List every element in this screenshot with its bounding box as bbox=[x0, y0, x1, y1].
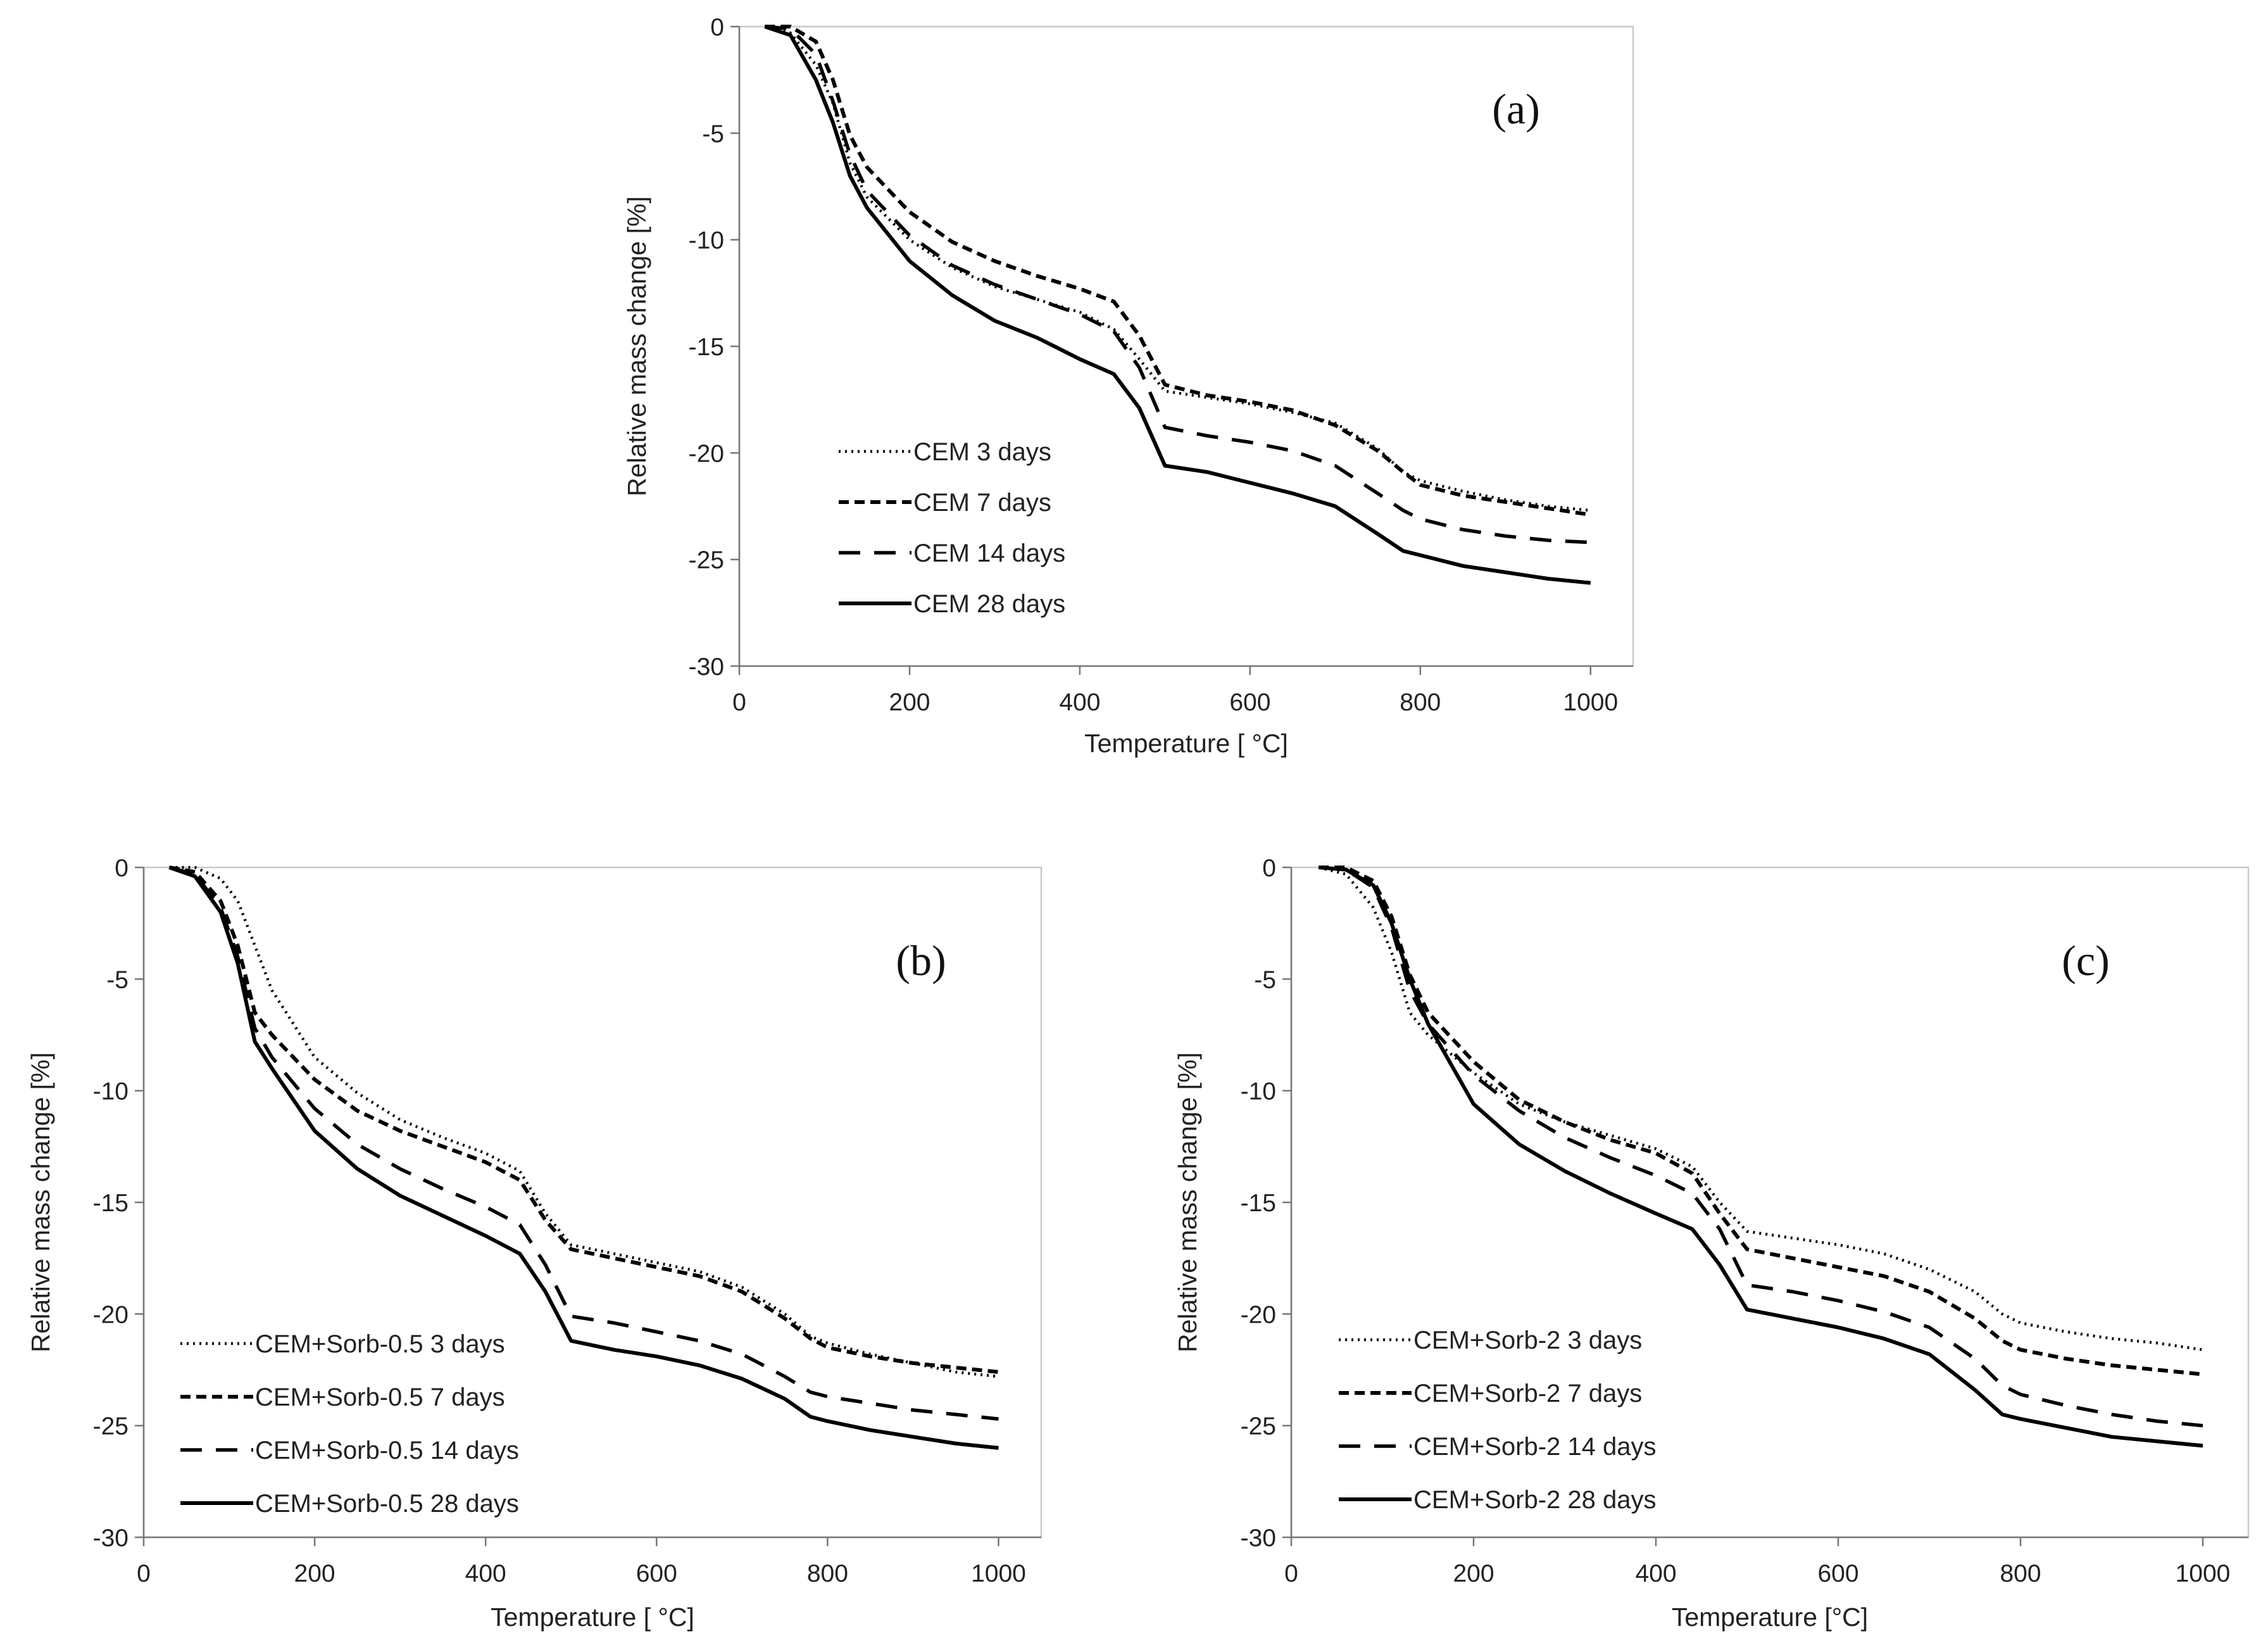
y-axis-label: Relative mass change [%] bbox=[1173, 1052, 1202, 1352]
legend-entry: CEM 7 days bbox=[913, 489, 1051, 517]
panel-label: (b) bbox=[896, 936, 946, 985]
y-tick-label: -20 bbox=[689, 440, 724, 467]
series-line-dotted bbox=[169, 866, 999, 1378]
x-tick-label: 600 bbox=[1229, 689, 1270, 716]
x-axis-label: Temperature [ °C] bbox=[491, 1603, 694, 1632]
y-tick-label: 0 bbox=[115, 855, 128, 882]
x-tick-label: 0 bbox=[1284, 1560, 1298, 1587]
x-tick-label: 800 bbox=[1400, 689, 1441, 716]
legend-entry: CEM 14 days bbox=[913, 539, 1065, 567]
y-tick-label: -25 bbox=[93, 1413, 128, 1440]
legend-entry: CEM+Sorb-2 3 days bbox=[1413, 1326, 1642, 1354]
legend-entry: CEM+Sorb-0.5 28 days bbox=[255, 1490, 519, 1518]
x-tick-label: 200 bbox=[294, 1560, 335, 1587]
x-tick-label: 1000 bbox=[971, 1560, 1026, 1587]
x-tick-label: 1000 bbox=[1563, 689, 1618, 716]
y-tick-label: -30 bbox=[1241, 1525, 1276, 1552]
x-tick-label: 200 bbox=[889, 689, 930, 716]
legend-entry: CEM+Sorb-2 7 days bbox=[1413, 1380, 1642, 1408]
series-line-short-dash bbox=[168, 866, 999, 1374]
x-tick-label: 800 bbox=[2000, 1560, 2041, 1587]
series-line-short-dash bbox=[765, 25, 1591, 517]
x-axis-label: Temperature [°C] bbox=[1672, 1603, 1868, 1632]
x-tick-label: 0 bbox=[137, 1560, 151, 1587]
x-tick-label: 200 bbox=[1453, 1560, 1494, 1587]
x-tick-label: 400 bbox=[1059, 689, 1100, 716]
y-tick-label: -15 bbox=[1241, 1190, 1276, 1217]
x-tick-label: 600 bbox=[1817, 1560, 1858, 1587]
legend-entry: CEM 3 days bbox=[913, 438, 1051, 466]
y-tick-label: -30 bbox=[689, 653, 724, 681]
legend-entry: CEM+Sorb-2 14 days bbox=[1413, 1433, 1657, 1461]
legend-entry: CEM+Sorb-0.5 14 days bbox=[255, 1437, 519, 1464]
y-tick-label: -10 bbox=[689, 227, 724, 255]
legend-entry: CEM+Sorb-2 28 days bbox=[1413, 1486, 1657, 1514]
y-tick-label: -25 bbox=[689, 547, 724, 574]
x-tick-label: 400 bbox=[465, 1560, 506, 1587]
series-line-dotted bbox=[764, 25, 1591, 512]
legend-entry: CEM+Sorb-0.5 7 days bbox=[255, 1383, 505, 1411]
y-tick-label: -5 bbox=[106, 966, 128, 993]
y-tick-label: -25 bbox=[1241, 1413, 1276, 1440]
y-tick-label: -5 bbox=[1254, 966, 1276, 993]
series-line-long-dash bbox=[765, 25, 1591, 545]
y-tick-label: -5 bbox=[702, 120, 724, 148]
chart-panel-a: 0 -5 -10 -15 -20 -25 -30 0 200 400 600 800 1000 Tempe… bbox=[622, 14, 1634, 758]
x-tick-label: 1000 bbox=[2176, 1560, 2231, 1587]
series-line-long-dash bbox=[168, 866, 999, 1421]
x-tick-label: 400 bbox=[1635, 1560, 1676, 1587]
x-tick-label: 0 bbox=[732, 689, 746, 716]
y-tick-label: 0 bbox=[710, 14, 724, 41]
series-line-solid bbox=[764, 25, 1591, 585]
legend-entry: CEM 28 days bbox=[913, 590, 1065, 618]
x-tick-label: 800 bbox=[807, 1560, 848, 1587]
x-tick-label: 600 bbox=[636, 1560, 677, 1587]
y-tick-label: 0 bbox=[1262, 855, 1276, 882]
series-line-solid bbox=[168, 866, 999, 1450]
panel-label: (a) bbox=[1492, 85, 1539, 133]
y-axis-label: Relative mass change [%] bbox=[622, 196, 651, 496]
y-tick-label: -30 bbox=[93, 1525, 128, 1552]
y-tick-label: -10 bbox=[1241, 1078, 1276, 1105]
chart-panel-b: 0 -5 -10 -15 -20 -25 -30 0 200 400 600 800 1000 Tempe… bbox=[26, 855, 1043, 1632]
y-axis-label: Relative mass change [%] bbox=[26, 1052, 55, 1352]
series-line-long-dash bbox=[1318, 866, 2203, 1428]
legend-entry: CEM+Sorb-0.5 3 days bbox=[255, 1330, 505, 1358]
y-tick-label: -10 bbox=[93, 1078, 128, 1105]
y-tick-label: -15 bbox=[93, 1190, 128, 1217]
x-axis-label: Temperature [ °C] bbox=[1084, 729, 1288, 758]
y-tick-label: -20 bbox=[93, 1301, 128, 1328]
y-tick-label: -15 bbox=[689, 334, 724, 361]
y-tick-label: -20 bbox=[1241, 1301, 1276, 1328]
panel-label: (c) bbox=[2062, 936, 2109, 985]
series-line-solid bbox=[1318, 866, 2203, 1448]
chart-panel-c: 0 -5 -10 -15 -20 -25 -30 0 200 400 600 800 1000 Tempe… bbox=[1173, 855, 2250, 1632]
